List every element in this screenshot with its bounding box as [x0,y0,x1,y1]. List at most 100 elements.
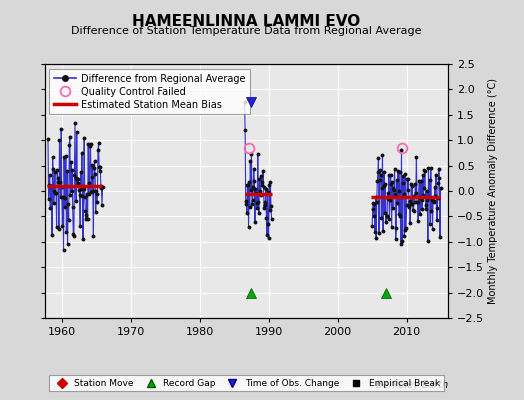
Point [241,99,249,105]
Point [402,225,410,231]
Point [64,201,72,208]
Point [249,166,258,173]
Point [88,174,96,180]
Point [386,172,395,178]
Point [255,176,264,182]
Point [48,154,57,161]
Point [405,204,413,210]
Point [54,225,63,232]
Point [64,216,73,223]
Point [87,189,95,195]
Point [71,120,79,126]
Point [47,183,55,189]
Point [93,199,101,206]
Text: HAMEENLINNA LAMMI EVO: HAMEENLINNA LAMMI EVO [132,14,361,29]
Point [384,196,392,202]
Point [85,180,94,186]
Point [394,168,402,174]
Point [244,181,252,188]
Point [387,181,395,188]
Point [56,136,64,143]
Point [431,184,439,190]
Legend: Difference from Regional Average, Quality Control Failed, Estimated Station Mean: Difference from Regional Average, Qualit… [49,69,250,114]
Point [67,159,75,166]
Point [59,247,68,253]
Point [430,198,439,204]
Point [407,180,416,187]
Point [80,186,88,192]
Point [97,185,106,191]
Point [376,166,385,173]
Point [86,141,95,147]
Point [401,227,410,233]
Point [378,184,386,191]
Point [62,229,71,235]
Point [44,136,52,142]
Point [388,179,397,185]
Point [46,171,54,178]
Point [374,155,383,161]
Point [372,235,380,241]
Point [62,153,70,159]
Point [433,217,441,223]
Point [94,146,102,153]
Point [84,191,93,197]
Point [425,194,433,200]
Point [420,167,429,174]
Text: Berkeley Earth: Berkeley Earth [376,380,448,390]
Point [89,188,97,194]
Point [242,201,250,208]
Point [385,215,394,222]
Point [432,204,441,211]
Y-axis label: Monthly Temperature Anomaly Difference (°C): Monthly Temperature Anomaly Difference (… [488,78,498,304]
Point [432,172,440,178]
Point [424,237,432,244]
Point [47,183,56,189]
Point [71,175,80,182]
Point [261,202,269,209]
Text: Difference of Station Temperature Data from Regional Average: Difference of Station Temperature Data f… [71,26,421,36]
Point [407,201,415,208]
Point [253,205,261,212]
Point [92,208,100,215]
Point [430,199,438,206]
Point [426,221,434,227]
Point [90,158,99,164]
Point [76,223,84,229]
Point [398,179,407,186]
Point [263,232,271,239]
Point [247,187,255,193]
Point [60,194,69,201]
Point [252,190,260,196]
Point [392,177,401,184]
Point [253,200,261,206]
Point [383,212,391,219]
Point [412,154,421,160]
Point [397,241,405,247]
Point [69,230,78,237]
Point [81,208,90,214]
Point [413,199,421,205]
Point [395,188,403,194]
Point [82,216,90,222]
Point [249,184,257,190]
Point [52,223,61,230]
Point [395,211,403,218]
Point [66,133,74,140]
Point [264,221,272,227]
Point [78,193,86,200]
Point [383,212,391,219]
Point [424,165,433,171]
Point [422,206,430,212]
Point [45,182,53,188]
Point [260,199,269,205]
Point [58,223,67,230]
Point [390,166,399,172]
Point [264,188,272,195]
Point [419,192,428,198]
Point [257,172,266,179]
Point [372,194,380,200]
Point [396,169,404,176]
Point [259,184,268,190]
Point [84,141,92,147]
